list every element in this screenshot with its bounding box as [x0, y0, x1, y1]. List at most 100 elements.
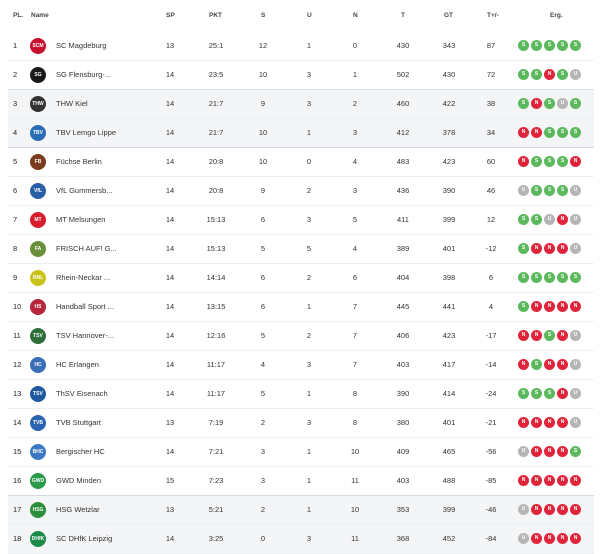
team-name-link[interactable]: MT Melsungen [56, 215, 106, 224]
result-badge[interactable]: N [544, 504, 555, 515]
header-s[interactable]: S [261, 12, 266, 19]
table-row[interactable]: 4 TBV TBV Lemgo Lippe 14 21:7 10 1 3 412 378 34 N N S… [8, 119, 594, 148]
result-badge[interactable]: S [531, 214, 542, 225]
table-row[interactable]: 11 TSV TSV Hannover-... 14 12:16 5 2 7 406 423 -17… [8, 322, 594, 351]
result-badge[interactable]: S [544, 272, 555, 283]
result-badge[interactable]: S [570, 272, 581, 283]
result-badge[interactable]: N [518, 417, 529, 428]
header-td[interactable]: T+/- [487, 12, 499, 19]
result-badge[interactable]: N [518, 127, 529, 138]
header-t[interactable]: T [401, 12, 405, 19]
result-badge[interactable]: N [570, 156, 581, 167]
team-name-link[interactable]: Bergischer HC [56, 447, 105, 456]
team-name-link[interactable]: THW Kiel [56, 99, 88, 108]
result-badge[interactable]: N [531, 301, 542, 312]
result-badge[interactable]: N [518, 475, 529, 486]
result-badge[interactable]: N [544, 243, 555, 254]
table-row[interactable]: 17 HSG HSG Wetzlar 13 5:21 2 1 10 353 399 -46 U N N N N [8, 496, 594, 525]
result-badge[interactable]: U [518, 533, 529, 544]
result-badge[interactable]: U [570, 388, 581, 399]
result-badge[interactable]: S [518, 272, 529, 283]
team-name-link[interactable]: HSG Wetzlar [56, 505, 100, 514]
header-name[interactable]: Name [31, 12, 49, 19]
table-row[interactable]: 6 VfL VfL Gummersb... 14 20:8 9 2 3 436 390 46 U S S S… [8, 177, 594, 206]
result-badge[interactable]: U [570, 185, 581, 196]
result-badge[interactable]: N [544, 359, 555, 370]
result-badge[interactable]: S [518, 214, 529, 225]
result-badge[interactable]: S [544, 156, 555, 167]
result-badge[interactable]: S [557, 185, 568, 196]
result-badge[interactable]: S [570, 40, 581, 51]
result-badge[interactable]: N [557, 243, 568, 254]
result-badge[interactable]: N [557, 359, 568, 370]
result-badge[interactable]: N [531, 98, 542, 109]
result-badge[interactable]: N [557, 504, 568, 515]
result-badge[interactable]: U [557, 98, 568, 109]
result-badge[interactable]: S [518, 301, 529, 312]
result-badge[interactable]: S [544, 40, 555, 51]
result-badge[interactable]: N [518, 330, 529, 341]
table-row[interactable]: 10 HS Handball Sport ... 14 13:15 6 1 7 445 441 4 S… [8, 293, 594, 322]
result-badge[interactable]: N [544, 301, 555, 312]
result-badge[interactable]: S [570, 98, 581, 109]
header-gt[interactable]: GT [444, 12, 454, 19]
header-u[interactable]: U [307, 12, 312, 19]
result-badge[interactable]: U [570, 330, 581, 341]
table-row[interactable]: 16 GWD GWD Minden 15 7:23 3 1 11 403 488 -85 N N N N N [8, 467, 594, 496]
result-badge[interactable]: N [531, 446, 542, 457]
result-badge[interactable]: N [544, 446, 555, 457]
team-name-link[interactable]: Rhein-Neckar ... [56, 273, 111, 282]
result-badge[interactable]: N [531, 533, 542, 544]
result-badge[interactable]: S [531, 359, 542, 370]
result-badge[interactable]: N [544, 69, 555, 80]
result-badge[interactable]: S [518, 243, 529, 254]
team-name-link[interactable]: SC Magdeburg [56, 41, 107, 50]
team-name-link[interactable]: VfL Gummersb... [56, 186, 113, 195]
result-badge[interactable]: N [518, 156, 529, 167]
result-badge[interactable]: S [531, 272, 542, 283]
result-badge[interactable]: S [544, 98, 555, 109]
result-badge[interactable]: N [570, 533, 581, 544]
result-badge[interactable]: U [570, 69, 581, 80]
result-badge[interactable]: N [531, 127, 542, 138]
table-row[interactable]: 5 FB Füchse Berlin 14 20:8 10 0 4 483 423 60 N S S S N [8, 148, 594, 177]
header-pkt[interactable]: PKT [209, 12, 222, 19]
team-name-link[interactable]: Füchse Berlin [56, 157, 102, 166]
table-row[interactable]: 18 DHfK SC DHfK Leipzig 14 3:25 0 3 11 368 452 -84… [8, 525, 594, 554]
result-badge[interactable]: N [531, 475, 542, 486]
result-badge[interactable]: U [570, 417, 581, 428]
result-badge[interactable]: U [544, 214, 555, 225]
team-name-link[interactable]: TSV Hannover-... [56, 331, 114, 340]
result-badge[interactable]: U [518, 446, 529, 457]
team-name-link[interactable]: SG Flensburg-... [56, 70, 112, 79]
table-row[interactable]: 9 RNL Rhein-Neckar ... 14 14:14 6 2 6 404 398 6 S S S… [8, 264, 594, 293]
result-badge[interactable]: S [544, 127, 555, 138]
table-row[interactable]: 1 SCM SC Magdeburg 13 25:1 12 1 0 430 343 87 S S S S S [8, 32, 594, 61]
team-name-link[interactable]: ThSV Eisenach [56, 389, 108, 398]
result-badge[interactable]: U [518, 185, 529, 196]
result-badge[interactable]: N [557, 417, 568, 428]
result-badge[interactable]: N [531, 330, 542, 341]
team-name-link[interactable]: SC DHfK Leipzig [56, 534, 113, 543]
result-badge[interactable]: N [531, 417, 542, 428]
result-badge[interactable]: N [531, 504, 542, 515]
result-badge[interactable]: S [518, 388, 529, 399]
result-badge[interactable]: N [557, 388, 568, 399]
result-badge[interactable]: N [570, 504, 581, 515]
result-badge[interactable]: S [531, 40, 542, 51]
team-name-link[interactable]: TBV Lemgo Lippe [56, 128, 117, 137]
team-name-link[interactable]: HC Erlangen [56, 360, 99, 369]
result-badge[interactable]: S [544, 388, 555, 399]
table-row[interactable]: 13 TSV ThSV Eisenach 14 11:17 5 1 8 390 414 -24 S S S… [8, 380, 594, 409]
result-badge[interactable]: N [557, 475, 568, 486]
header-sp[interactable]: SP [166, 12, 175, 19]
result-badge[interactable]: N [531, 243, 542, 254]
result-badge[interactable]: N [557, 446, 568, 457]
table-row[interactable]: 3 THW THW Kiel 14 21:7 9 3 2 460 422 38 S N S U S [8, 90, 594, 119]
header-pl[interactable]: PL. [13, 12, 24, 19]
result-badge[interactable]: N [518, 359, 529, 370]
result-badge[interactable]: S [531, 69, 542, 80]
table-row[interactable]: 7 MT MT Melsungen 14 15:13 6 3 5 411 399 12 S S U N U [8, 206, 594, 235]
header-n[interactable]: N [353, 12, 358, 19]
result-badge[interactable]: S [531, 156, 542, 167]
